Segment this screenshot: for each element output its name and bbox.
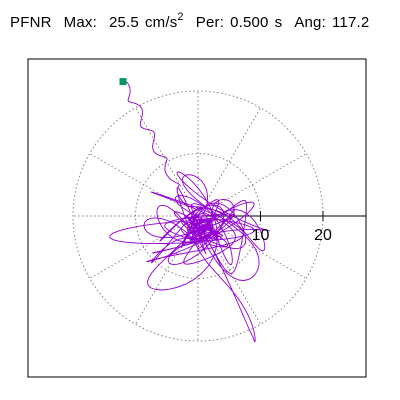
grid-spoke-300 bbox=[208, 235, 261, 325]
grid-spoke-120 bbox=[135, 107, 188, 197]
angle-label: Ang: bbox=[294, 14, 326, 31]
ring-label-10: 10 bbox=[252, 227, 270, 244]
period-unit: s bbox=[274, 14, 283, 31]
max-value: 25.5 bbox=[108, 14, 139, 31]
ring-labels: 10 20 bbox=[252, 227, 332, 244]
grid-spoke-60 bbox=[208, 107, 261, 197]
plot-frame bbox=[27, 58, 367, 378]
grid-spoke-210 bbox=[89, 226, 179, 279]
grid-spoke-30 bbox=[217, 153, 307, 206]
grid-spoke-330 bbox=[217, 226, 307, 279]
axis-layer bbox=[198, 211, 366, 221]
plot-header: PFNR Max: 25.5 cm/s2 Per: 0.500 s Ang: 1… bbox=[10, 11, 370, 36]
trace-path bbox=[109, 81, 270, 343]
station-code: PFNR bbox=[10, 14, 52, 31]
period-label: Per: bbox=[195, 14, 225, 31]
period-value: 0.500 bbox=[230, 14, 269, 31]
max-label: Max: bbox=[63, 14, 97, 31]
angle-value: 117.2 bbox=[331, 14, 370, 31]
max-unit: cm/s2 bbox=[144, 11, 184, 31]
ring-label-20: 20 bbox=[314, 227, 332, 244]
grid-spoke-240 bbox=[135, 235, 188, 325]
particle-motion-trace bbox=[109, 81, 270, 343]
trace-start-marker bbox=[119, 78, 127, 86]
